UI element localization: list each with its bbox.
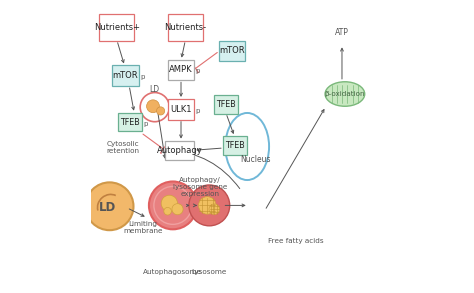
Text: Limiting
membrane: Limiting membrane: [123, 221, 163, 234]
Text: mTOR: mTOR: [113, 71, 138, 80]
Text: Nutrients+: Nutrients+: [94, 23, 140, 32]
Circle shape: [86, 182, 134, 230]
FancyBboxPatch shape: [168, 99, 194, 120]
Text: Nutrients-: Nutrients-: [164, 23, 206, 32]
FancyBboxPatch shape: [214, 95, 238, 114]
Text: ATP: ATP: [335, 28, 349, 37]
Text: p: p: [196, 68, 200, 74]
Circle shape: [209, 204, 219, 214]
FancyBboxPatch shape: [223, 136, 246, 155]
Circle shape: [199, 197, 216, 214]
FancyBboxPatch shape: [219, 41, 245, 61]
Circle shape: [172, 204, 183, 215]
Text: TFEB: TFEB: [216, 100, 236, 109]
Text: ULK1: ULK1: [170, 105, 191, 114]
Text: AMPK: AMPK: [169, 65, 192, 74]
Circle shape: [156, 107, 164, 115]
Text: LD: LD: [150, 85, 160, 94]
Text: TFEB: TFEB: [120, 117, 140, 127]
FancyBboxPatch shape: [99, 14, 134, 41]
Text: Autophagy: Autophagy: [156, 146, 202, 155]
FancyBboxPatch shape: [168, 14, 203, 41]
Circle shape: [149, 181, 197, 229]
Text: Nucleus: Nucleus: [241, 155, 271, 164]
Text: p: p: [143, 121, 147, 127]
Text: p: p: [196, 108, 200, 114]
Circle shape: [189, 185, 230, 226]
Circle shape: [146, 100, 159, 113]
Circle shape: [164, 207, 172, 215]
FancyBboxPatch shape: [168, 59, 194, 80]
Text: TFEB: TFEB: [225, 141, 245, 150]
Text: β-oxidation: β-oxidation: [325, 91, 365, 97]
FancyBboxPatch shape: [112, 65, 139, 86]
Text: Free fatty acids: Free fatty acids: [268, 238, 324, 244]
Text: p: p: [140, 74, 145, 79]
FancyBboxPatch shape: [164, 141, 194, 161]
Text: Autophagosome: Autophagosome: [143, 270, 202, 275]
Text: Lysosome: Lysosome: [191, 270, 227, 275]
Text: Cytosolic
retention: Cytosolic retention: [107, 141, 140, 154]
Ellipse shape: [325, 82, 365, 106]
Text: LD: LD: [99, 201, 116, 214]
FancyBboxPatch shape: [118, 113, 142, 131]
Text: Autophagy/
lysosome gene
expression: Autophagy/ lysosome gene expression: [173, 177, 227, 197]
Text: mTOR: mTOR: [219, 47, 245, 55]
Circle shape: [161, 195, 177, 212]
